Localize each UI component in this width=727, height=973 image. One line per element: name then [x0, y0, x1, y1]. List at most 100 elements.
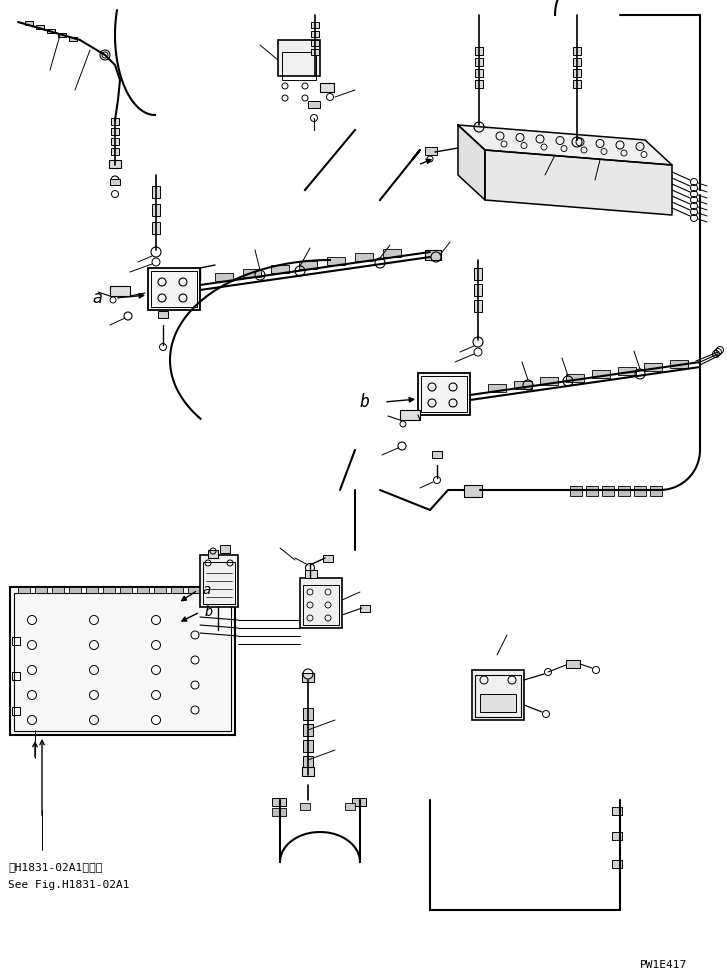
Bar — [18, 587, 30, 593]
Bar — [203, 562, 235, 604]
Bar — [320, 83, 334, 92]
Bar — [10, 587, 235, 735]
Bar — [111, 118, 119, 125]
Bar — [475, 675, 521, 717]
Bar — [323, 555, 333, 562]
Bar — [300, 578, 342, 628]
Bar — [35, 587, 47, 593]
Bar — [383, 249, 401, 257]
Bar — [618, 367, 636, 375]
Bar — [311, 49, 319, 55]
Bar — [670, 359, 688, 368]
Bar — [602, 486, 614, 496]
Bar — [103, 587, 115, 593]
Bar — [308, 101, 320, 108]
Polygon shape — [458, 125, 485, 200]
Bar — [327, 257, 345, 265]
Bar — [475, 47, 483, 55]
Text: 第H1831-02A1図参照: 第H1831-02A1図参照 — [8, 862, 103, 872]
Bar — [86, 587, 98, 593]
Bar — [418, 373, 470, 415]
Bar — [303, 708, 313, 720]
Bar — [573, 47, 581, 55]
Bar — [110, 179, 120, 185]
Text: a: a — [92, 289, 102, 307]
Text: See Fig.H1831-02A1: See Fig.H1831-02A1 — [8, 880, 129, 890]
Bar — [36, 25, 44, 29]
Bar — [272, 808, 286, 816]
Bar — [421, 376, 467, 412]
Bar — [573, 58, 581, 66]
Bar — [282, 52, 316, 80]
Bar — [171, 587, 183, 593]
Bar — [299, 261, 317, 269]
Bar — [475, 58, 483, 66]
Bar — [303, 724, 313, 736]
Bar — [158, 311, 168, 318]
Bar — [302, 767, 314, 776]
Bar — [137, 587, 149, 593]
Bar — [586, 486, 598, 496]
Bar — [475, 80, 483, 88]
Bar — [303, 756, 313, 768]
Bar — [215, 273, 233, 281]
Bar — [480, 694, 516, 712]
Bar — [634, 486, 646, 496]
Bar — [271, 265, 289, 273]
Bar — [573, 80, 581, 88]
Bar — [111, 148, 119, 155]
Bar — [566, 374, 584, 381]
Bar — [644, 363, 662, 371]
Bar — [152, 204, 160, 216]
Bar — [151, 271, 197, 307]
Bar — [208, 550, 218, 558]
Bar — [612, 860, 622, 868]
Bar — [52, 587, 64, 593]
Bar — [425, 250, 441, 260]
Bar — [592, 370, 610, 378]
Polygon shape — [458, 125, 672, 165]
Bar — [514, 380, 532, 388]
Bar — [14, 593, 231, 731]
Bar — [58, 33, 66, 37]
Bar — [200, 555, 238, 607]
Bar — [360, 605, 370, 612]
Bar — [47, 29, 55, 33]
Text: b: b — [205, 605, 214, 619]
Bar — [109, 160, 121, 168]
Bar — [474, 300, 482, 312]
Bar — [12, 672, 20, 680]
Bar — [618, 486, 630, 496]
Bar — [464, 485, 482, 497]
Bar — [220, 545, 230, 553]
Bar — [573, 69, 581, 77]
Bar — [355, 253, 373, 261]
Bar — [488, 384, 506, 392]
Bar — [474, 284, 482, 296]
Bar — [472, 670, 524, 720]
Bar — [69, 587, 81, 593]
Bar — [345, 803, 355, 810]
Bar — [110, 286, 130, 296]
Bar — [303, 585, 339, 625]
Bar — [25, 21, 33, 25]
Text: a: a — [203, 583, 212, 597]
Bar — [474, 268, 482, 280]
Bar — [311, 40, 319, 46]
Bar — [425, 147, 437, 155]
Bar — [311, 22, 319, 28]
Bar — [475, 69, 483, 77]
Text: b: b — [360, 393, 370, 411]
Bar — [69, 37, 77, 41]
Bar — [432, 451, 442, 458]
Bar — [188, 587, 200, 593]
Bar — [400, 410, 420, 420]
Bar — [152, 222, 160, 234]
Polygon shape — [485, 150, 672, 215]
Bar — [612, 807, 622, 815]
Bar — [152, 186, 160, 198]
Bar — [12, 637, 20, 645]
Bar — [154, 587, 166, 593]
Bar — [302, 673, 314, 682]
Bar — [352, 798, 366, 806]
